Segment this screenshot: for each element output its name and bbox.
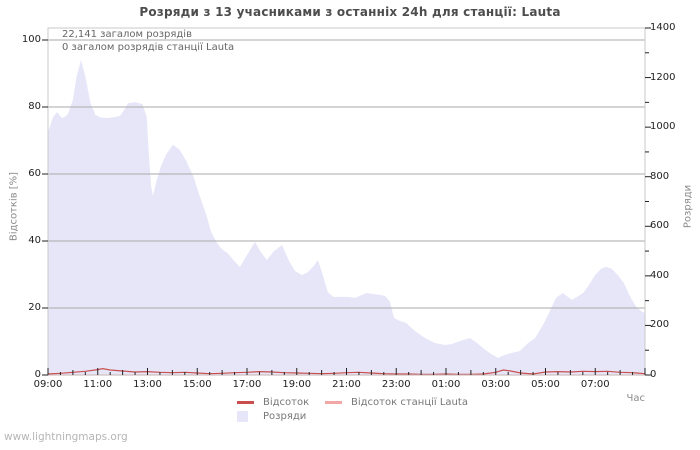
y-left-tick-label: 0: [34, 369, 41, 380]
total-discharges-annotation: 22,141 загалом розрядів: [62, 29, 192, 40]
y-right-tick-label: 200: [650, 319, 670, 331]
y-left-tick-label: 100: [21, 34, 41, 45]
x-tick-label: 15:00: [182, 379, 212, 390]
legend-swatch-line: [237, 400, 254, 404]
y-left-tick-label: 80: [28, 101, 41, 112]
legend-swatch-area: [237, 410, 248, 422]
y-right-tick-label: 400: [650, 269, 670, 281]
y-right-tick-label: 1000: [650, 121, 676, 133]
y-left-tick-label: 20: [28, 302, 41, 313]
x-tick-label: 21:00: [332, 379, 361, 390]
discharges-area-series: [48, 60, 645, 375]
y-right-tick-label: 1400: [650, 22, 676, 33]
legend-item-1: Відсоток: [237, 395, 309, 409]
x-tick-label: 13:00: [133, 379, 162, 390]
legend-label: Відсоток станції Lauta: [351, 396, 468, 408]
legend-label: Розряди: [263, 410, 307, 422]
x-tick-label: 05:00: [531, 379, 560, 390]
x-tick-label: 17:00: [232, 379, 262, 390]
legend-label: Відсоток: [263, 396, 310, 408]
x-tick-label: 11:00: [83, 379, 113, 390]
x-tick-label: 03:00: [481, 379, 511, 390]
chart-title: Розряди з 13 учасниками з останніх 24h д…: [139, 5, 561, 19]
x-axis-label: Час: [626, 393, 645, 404]
x-tick-label: 23:00: [381, 379, 411, 390]
x-tick-label: 19:00: [282, 379, 312, 390]
y-right-tick-label: 0: [650, 369, 657, 380]
y-right-tick-label: 800: [650, 170, 670, 182]
y-left-tick-label: 40: [28, 235, 41, 246]
y-left-tick-label: 60: [28, 168, 41, 179]
y-right-tick-label: 1200: [650, 71, 676, 83]
x-tick-label: 01:00: [431, 379, 461, 390]
legend-item-2: Відсоток станції Lauta: [325, 395, 468, 409]
x-tick-label: 09:00: [33, 379, 63, 390]
watermark-link: www.lightningmaps.org: [4, 431, 128, 443]
station-discharges-annotation: 0 загалом розрядів станції Lauta: [62, 42, 235, 53]
legend-item-3: Розряди: [237, 409, 306, 423]
y-right-tick-label: 600: [650, 220, 670, 232]
x-tick-label: 07:00: [580, 379, 610, 390]
legend-swatch-line: [325, 400, 342, 404]
